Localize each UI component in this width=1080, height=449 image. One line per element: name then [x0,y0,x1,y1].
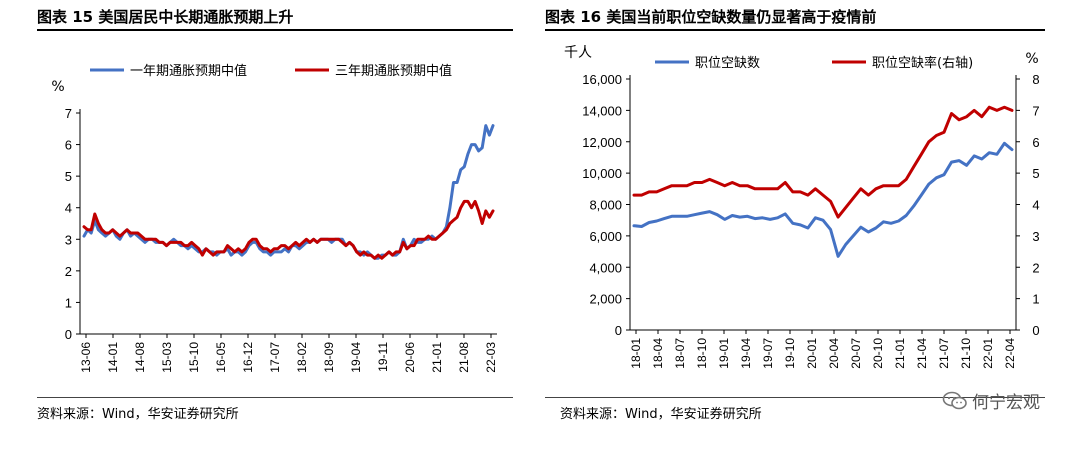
y-tick-label: 0 [65,327,72,342]
y-tick-label: 12,000 [582,135,622,150]
legend-label: 职位空缺率(右轴) [872,55,973,71]
x-tick-label: 17-07 [268,342,282,373]
x-tick-label: 20-10 [871,338,885,369]
right-title-rule [545,29,1045,31]
x-tick-label: 19-04 [739,338,753,369]
right-source-note: 资料来源：Wind，华安证券研究所 [560,407,762,422]
x-tick-label: 20-01 [805,338,819,369]
x-tick-label: 18-07 [673,338,687,369]
x-tick-label: 15-10 [187,342,201,373]
y-tick-label: 5 [65,169,72,184]
y-tick-label: 6,000 [589,229,622,244]
legend-label: 职位空缺数 [695,56,760,71]
right-chart-title: 图表 16 美国当前职位空缺数量仍显著高于疫情前 [545,8,877,26]
chart-1 [626,60,1020,334]
x-tick-label: 22-01 [981,338,995,369]
y-tick-label: 3 [65,232,72,247]
y-right-tick-label: 5 [1032,166,1039,181]
x-tick-label: 14-08 [133,342,147,373]
y-tick-label: 8,000 [589,198,622,213]
x-tick-label: 21-10 [959,338,973,369]
x-tick-label: 19-11 [376,342,390,372]
x-tick-label: 19-07 [761,338,775,369]
y-right-axis-unit: % [1025,51,1038,67]
series-line-1 [632,105,1014,219]
x-tick-label: 22-03 [484,342,498,373]
x-tick-label: 20-06 [403,342,417,373]
watermark: 何宁宏观 [942,388,1040,413]
x-tick-label: 21-04 [915,338,929,369]
y-tick-label: 1 [65,295,72,310]
x-tick-label: 18-02 [295,342,309,373]
y-tick-label: 10,000 [582,166,622,181]
y-tick-label: 16,000 [582,72,622,87]
y-right-tick-label: 2 [1032,260,1039,275]
left-title-rule [37,29,513,31]
y-right-tick-label: 8 [1032,72,1039,87]
y-tick-label: 7 [65,106,72,121]
y-tick-label: 2,000 [589,292,622,307]
left-source-rule [37,397,513,398]
y-right-tick-label: 3 [1032,229,1039,244]
x-tick-label: 18-01 [629,338,643,369]
y-right-tick-label: 7 [1032,103,1039,118]
x-tick-label: 16-12 [241,342,255,373]
x-tick-label: 20-07 [849,338,863,369]
y-tick-label: 6 [65,138,72,153]
x-tick-label: 19-10 [783,338,797,369]
y-axis-unit: % [51,79,64,95]
y-tick-label: 4 [65,201,72,216]
x-tick-label: 18-04 [651,338,665,369]
x-tick-label: 21-01 [893,338,907,369]
right-source-rule [545,397,1045,398]
x-tick-label: 21-01 [430,342,444,373]
x-tick-label: 20-04 [827,338,841,369]
x-tick-label: 18-10 [695,338,709,369]
series-line-1 [82,199,495,260]
chart-0 [76,68,497,338]
x-tick-label: 22-04 [1003,338,1017,369]
wechat-icon [942,391,967,409]
y-axis-unit: 千人 [564,45,592,61]
x-tick-label: 16-05 [214,342,228,373]
left-chart-title: 图表 15 美国居民中长期通胀预期上升 [37,8,294,26]
y-tick-label: 0 [615,323,622,338]
y-tick-label: 2 [65,264,72,279]
y-tick-label: 14,000 [582,103,622,118]
x-tick-label: 19-04 [349,342,363,373]
series-line-0 [632,141,1014,258]
legend-label: 一年期通胀预期中值 [130,63,247,79]
x-tick-label: 21-08 [457,342,471,373]
watermark-text: 何宁宏观 [972,393,1040,413]
x-tick-label: 18-09 [322,342,336,373]
legend-label: 三年期通胀预期中值 [335,63,452,79]
x-tick-label: 21-07 [937,338,951,369]
y-right-tick-label: 1 [1032,292,1039,307]
x-tick-label: 14-01 [106,342,120,373]
y-right-tick-label: 0 [1032,323,1039,338]
left-source-note: 资料来源：Wind，华安证券研究所 [37,407,239,422]
y-right-tick-label: 4 [1032,198,1039,213]
x-tick-label: 13-06 [79,342,93,373]
y-tick-label: 4,000 [589,260,622,275]
x-tick-label: 15-03 [160,342,174,373]
x-tick-label: 19-01 [717,338,731,369]
y-right-tick-label: 6 [1032,135,1039,150]
